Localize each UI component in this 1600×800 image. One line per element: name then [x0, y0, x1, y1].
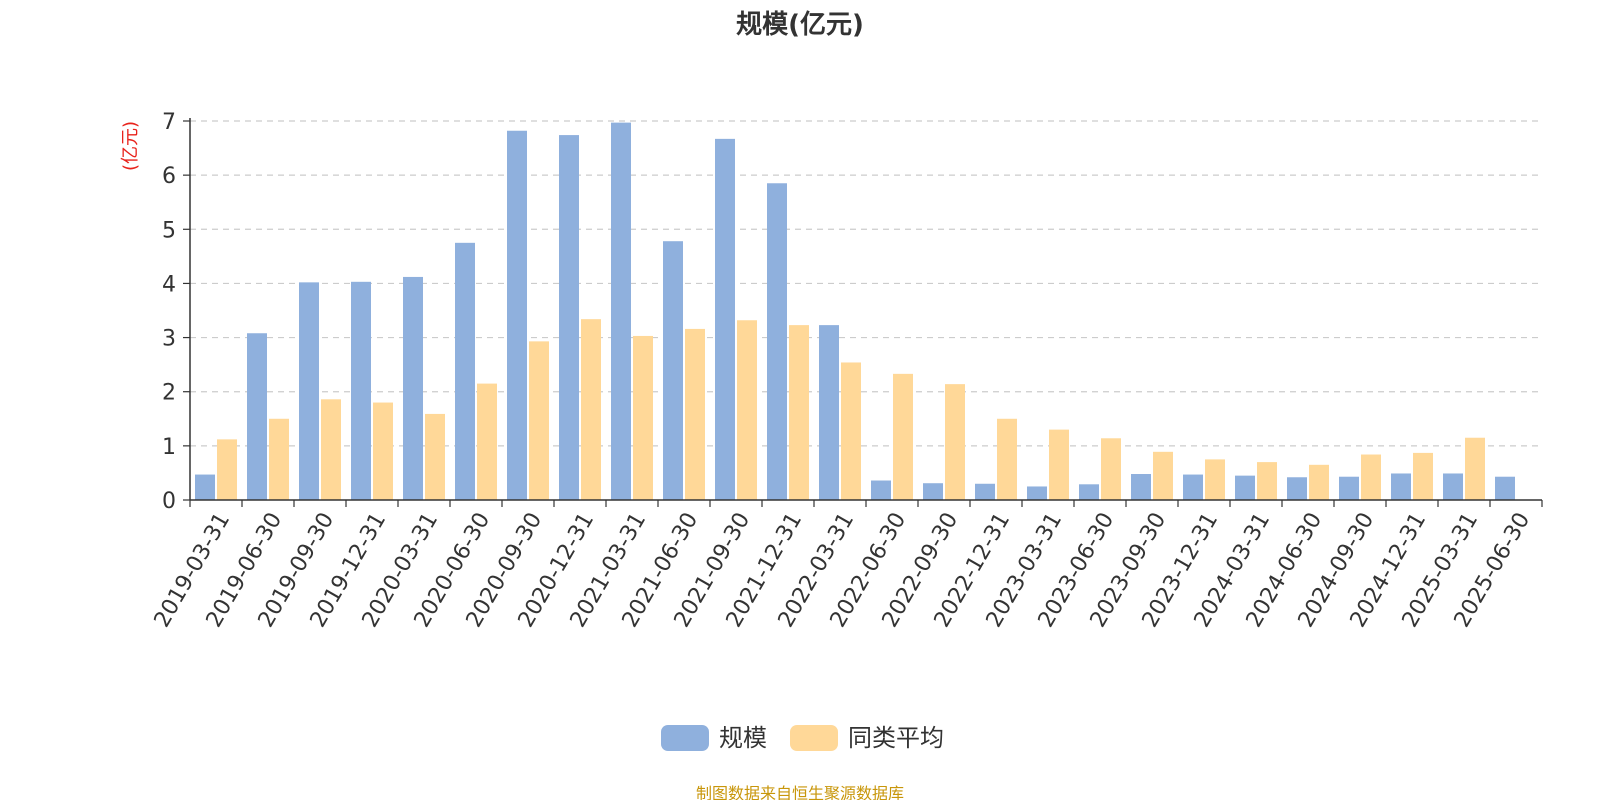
bar-avg[interactable] — [789, 325, 809, 500]
bar-avg[interactable] — [737, 320, 757, 500]
bar-avg[interactable] — [633, 335, 653, 500]
y-tick-label: 0 — [162, 489, 176, 514]
legend[interactable]: 规模 同类平均 — [661, 724, 944, 752]
bar-scale[interactable] — [611, 122, 631, 501]
bar-scale[interactable] — [299, 282, 319, 500]
bar-avg[interactable] — [945, 384, 965, 500]
y-tick-label: 2 — [162, 381, 176, 406]
bar-avg[interactable] — [1309, 464, 1329, 500]
bar-scale[interactable] — [1391, 473, 1411, 500]
source-note: 制图数据来自恒生聚源数据库 — [695, 784, 904, 800]
legend-swatch — [661, 725, 709, 751]
bar-avg[interactable] — [1465, 437, 1485, 500]
bar-scale[interactable] — [1027, 486, 1047, 500]
bar-scale[interactable] — [1443, 473, 1463, 500]
legend-label: 规模 — [719, 724, 767, 752]
legend-item-avg[interactable]: 同类平均 — [790, 724, 944, 752]
bar-scale[interactable] — [871, 480, 891, 500]
bar-avg[interactable] — [1257, 462, 1277, 500]
bar-scale[interactable] — [1339, 476, 1359, 500]
bar-avg[interactable] — [1153, 451, 1173, 500]
bar-avg[interactable] — [1101, 438, 1121, 500]
y-tick-label: 4 — [162, 272, 176, 297]
bar-scale[interactable] — [663, 241, 683, 500]
bar-scale[interactable] — [715, 138, 735, 501]
y-tick-label: 7 — [162, 110, 176, 135]
bar-avg[interactable] — [1205, 459, 1225, 500]
bar-avg[interactable] — [893, 373, 913, 500]
bar-scale[interactable] — [819, 325, 839, 500]
bar-scale[interactable] — [1235, 475, 1255, 500]
y-tick-label: 3 — [162, 327, 176, 352]
legend-swatch — [790, 725, 838, 751]
bar-avg[interactable] — [373, 402, 393, 500]
bar-avg[interactable] — [269, 418, 289, 500]
y-tick-label: 1 — [162, 435, 176, 460]
bar-avg[interactable] — [1413, 452, 1433, 500]
bar-scale[interactable] — [975, 483, 995, 500]
bar-avg[interactable] — [841, 362, 861, 500]
bar-scale[interactable] — [1287, 477, 1307, 500]
bar-avg[interactable] — [685, 328, 705, 500]
bar-avg[interactable] — [997, 418, 1017, 500]
bar-scale[interactable] — [351, 281, 371, 500]
y-axis-unit-label: (亿元) — [120, 121, 141, 171]
bar-scale[interactable] — [195, 474, 215, 500]
legend-label: 同类平均 — [848, 724, 944, 752]
y-tick-label: 6 — [162, 164, 176, 189]
bar-scale[interactable] — [455, 242, 475, 501]
bar-avg[interactable] — [425, 413, 445, 500]
bar-avg[interactable] — [217, 439, 237, 500]
bars — [195, 122, 1515, 501]
bar-scale[interactable] — [403, 276, 423, 500]
bar-avg[interactable] — [1361, 454, 1381, 500]
bar-scale[interactable] — [1079, 484, 1099, 500]
bar-avg[interactable] — [1049, 429, 1069, 500]
bar-avg[interactable] — [477, 383, 497, 500]
bar-scale[interactable] — [507, 130, 527, 500]
bar-scale[interactable] — [767, 183, 787, 500]
bar-scale[interactable] — [1495, 476, 1515, 500]
chart-title: 规模(亿元) — [736, 10, 864, 40]
bar-scale[interactable] — [923, 483, 943, 500]
legend-item-scale[interactable]: 规模 — [661, 724, 767, 752]
gridlines — [190, 120, 1542, 447]
bar-scale[interactable] — [1183, 474, 1203, 500]
bar-scale[interactable] — [559, 135, 579, 500]
y-tick-label: 5 — [162, 218, 176, 243]
bar-scale[interactable] — [247, 333, 267, 500]
bar-scale[interactable] — [1131, 474, 1151, 500]
bar-chart: 01234567(亿元)2019-03-312019-06-302019-09-… — [120, 110, 1543, 752]
bar-avg[interactable] — [529, 341, 549, 500]
bar-avg[interactable] — [581, 319, 601, 500]
bar-avg[interactable] — [321, 399, 341, 500]
